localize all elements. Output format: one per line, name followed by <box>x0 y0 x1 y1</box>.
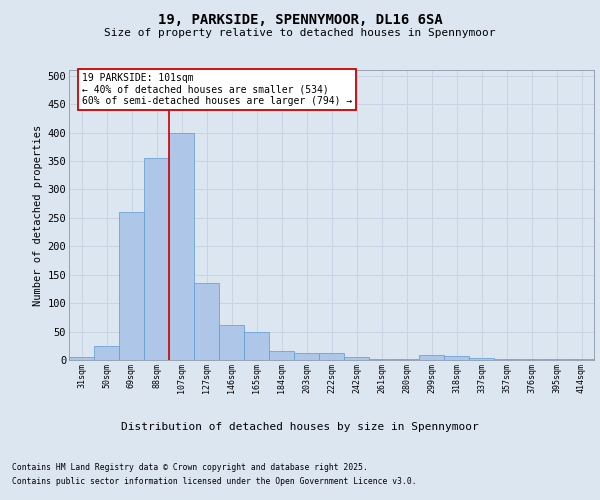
Bar <box>219 324 244 360</box>
Bar <box>569 359 594 360</box>
Bar <box>94 346 119 360</box>
Bar <box>344 357 369 360</box>
Bar <box>194 283 219 360</box>
Bar <box>444 356 469 360</box>
Text: 19 PARKSIDE: 101sqm
← 40% of detached houses are smaller (534)
60% of semi-detac: 19 PARKSIDE: 101sqm ← 40% of detached ho… <box>82 73 352 106</box>
Bar <box>244 332 269 360</box>
Bar <box>419 356 444 360</box>
Bar <box>369 359 394 360</box>
Y-axis label: Number of detached properties: Number of detached properties <box>34 124 43 306</box>
Text: Contains HM Land Registry data © Crown copyright and database right 2025.: Contains HM Land Registry data © Crown c… <box>12 462 368 471</box>
Bar <box>169 132 194 360</box>
Bar <box>144 158 169 360</box>
Text: 19, PARKSIDE, SPENNYMOOR, DL16 6SA: 19, PARKSIDE, SPENNYMOOR, DL16 6SA <box>158 12 442 26</box>
Bar <box>69 357 94 360</box>
Text: Size of property relative to detached houses in Spennymoor: Size of property relative to detached ho… <box>104 28 496 38</box>
Text: Distribution of detached houses by size in Spennymoor: Distribution of detached houses by size … <box>121 422 479 432</box>
Bar <box>319 353 344 360</box>
Text: Contains public sector information licensed under the Open Government Licence v3: Contains public sector information licen… <box>12 478 416 486</box>
Bar <box>469 358 494 360</box>
Bar <box>119 212 144 360</box>
Bar <box>294 352 319 360</box>
Bar <box>269 351 294 360</box>
